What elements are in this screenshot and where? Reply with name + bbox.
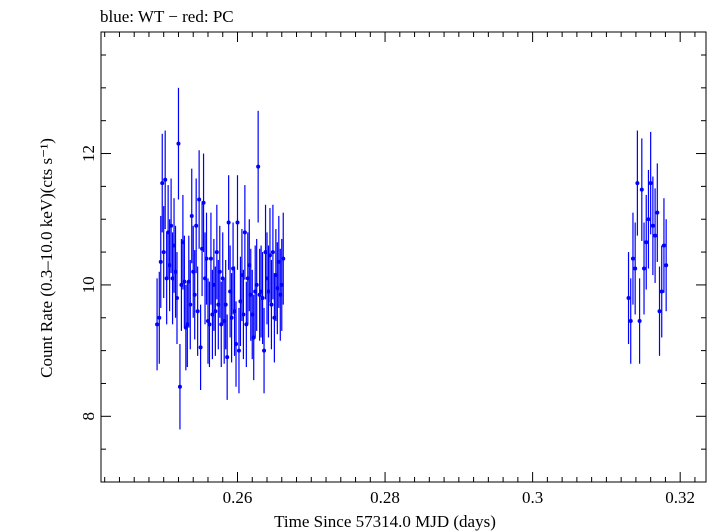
data-point — [223, 302, 228, 307]
data-point — [161, 250, 166, 255]
data-point — [633, 266, 638, 271]
data-point — [226, 220, 231, 225]
data-point — [192, 292, 197, 297]
x-tick-label: 0.28 — [370, 488, 400, 507]
data-point — [188, 302, 193, 307]
data-point — [197, 197, 202, 202]
data-point — [208, 256, 213, 261]
data-point — [657, 309, 662, 314]
data-point — [195, 309, 200, 314]
data-point — [661, 243, 666, 248]
data-point — [177, 384, 182, 389]
data-point — [635, 181, 640, 186]
x-tick-label: 0.32 — [665, 488, 695, 507]
data-point — [201, 200, 206, 205]
data-point — [198, 345, 203, 350]
y-tick-label: 10 — [79, 276, 98, 293]
data-point — [236, 348, 241, 353]
data-point — [157, 315, 162, 320]
data-point — [256, 164, 261, 169]
x-tick-label: 0.3 — [522, 488, 543, 507]
data-point — [160, 181, 165, 186]
data-point — [207, 322, 212, 327]
data-point — [637, 319, 642, 324]
data-point — [225, 355, 230, 360]
data-point — [659, 289, 664, 294]
data-point — [158, 259, 163, 264]
data-point — [260, 296, 265, 301]
data-point — [242, 230, 247, 235]
y-tick-label: 12 — [79, 145, 98, 162]
data-point — [646, 217, 651, 222]
y-axis-label: Count Rate (0.3–10.0 keV)(cts s⁻¹) — [37, 138, 56, 378]
data-point — [639, 187, 644, 192]
plot-frame — [100, 31, 707, 483]
data-point — [176, 141, 181, 146]
data-point — [214, 250, 219, 255]
data-point — [664, 263, 669, 268]
chart-title: blue: WT − red: PC — [100, 7, 234, 26]
data-point — [169, 223, 174, 228]
data-point — [626, 296, 631, 301]
data-point — [281, 256, 286, 261]
data-point — [155, 322, 160, 327]
data-point — [644, 240, 649, 245]
data-point — [254, 282, 259, 287]
data-point — [204, 256, 209, 261]
data-point — [269, 302, 274, 307]
data-series-wt — [155, 87, 669, 430]
data-point — [217, 269, 222, 274]
data-point — [189, 213, 194, 218]
data-point — [182, 279, 187, 284]
tick-labels: 0.26 0.28 0.3 0.32 8 10 12 — [79, 145, 695, 507]
data-point — [174, 296, 179, 301]
data-point — [642, 266, 647, 271]
y-tick-label: 8 — [79, 412, 98, 421]
data-point — [653, 233, 658, 238]
data-point — [630, 256, 635, 261]
data-point — [655, 210, 660, 215]
x-tick-label: 0.26 — [223, 488, 253, 507]
data-point — [241, 312, 246, 317]
data-point — [235, 220, 240, 225]
data-point — [648, 181, 653, 186]
data-point — [234, 342, 239, 347]
data-point — [262, 348, 267, 353]
data-point — [213, 309, 218, 314]
data-point — [163, 177, 168, 182]
data-point — [270, 250, 275, 255]
data-point — [267, 253, 272, 258]
data-point — [194, 223, 199, 228]
data-point — [628, 319, 633, 324]
data-point — [229, 315, 234, 320]
x-axis-label: Time Since 57314.0 MJD (days) — [274, 512, 496, 531]
data-point — [650, 223, 655, 228]
axis-ticks — [101, 32, 706, 482]
